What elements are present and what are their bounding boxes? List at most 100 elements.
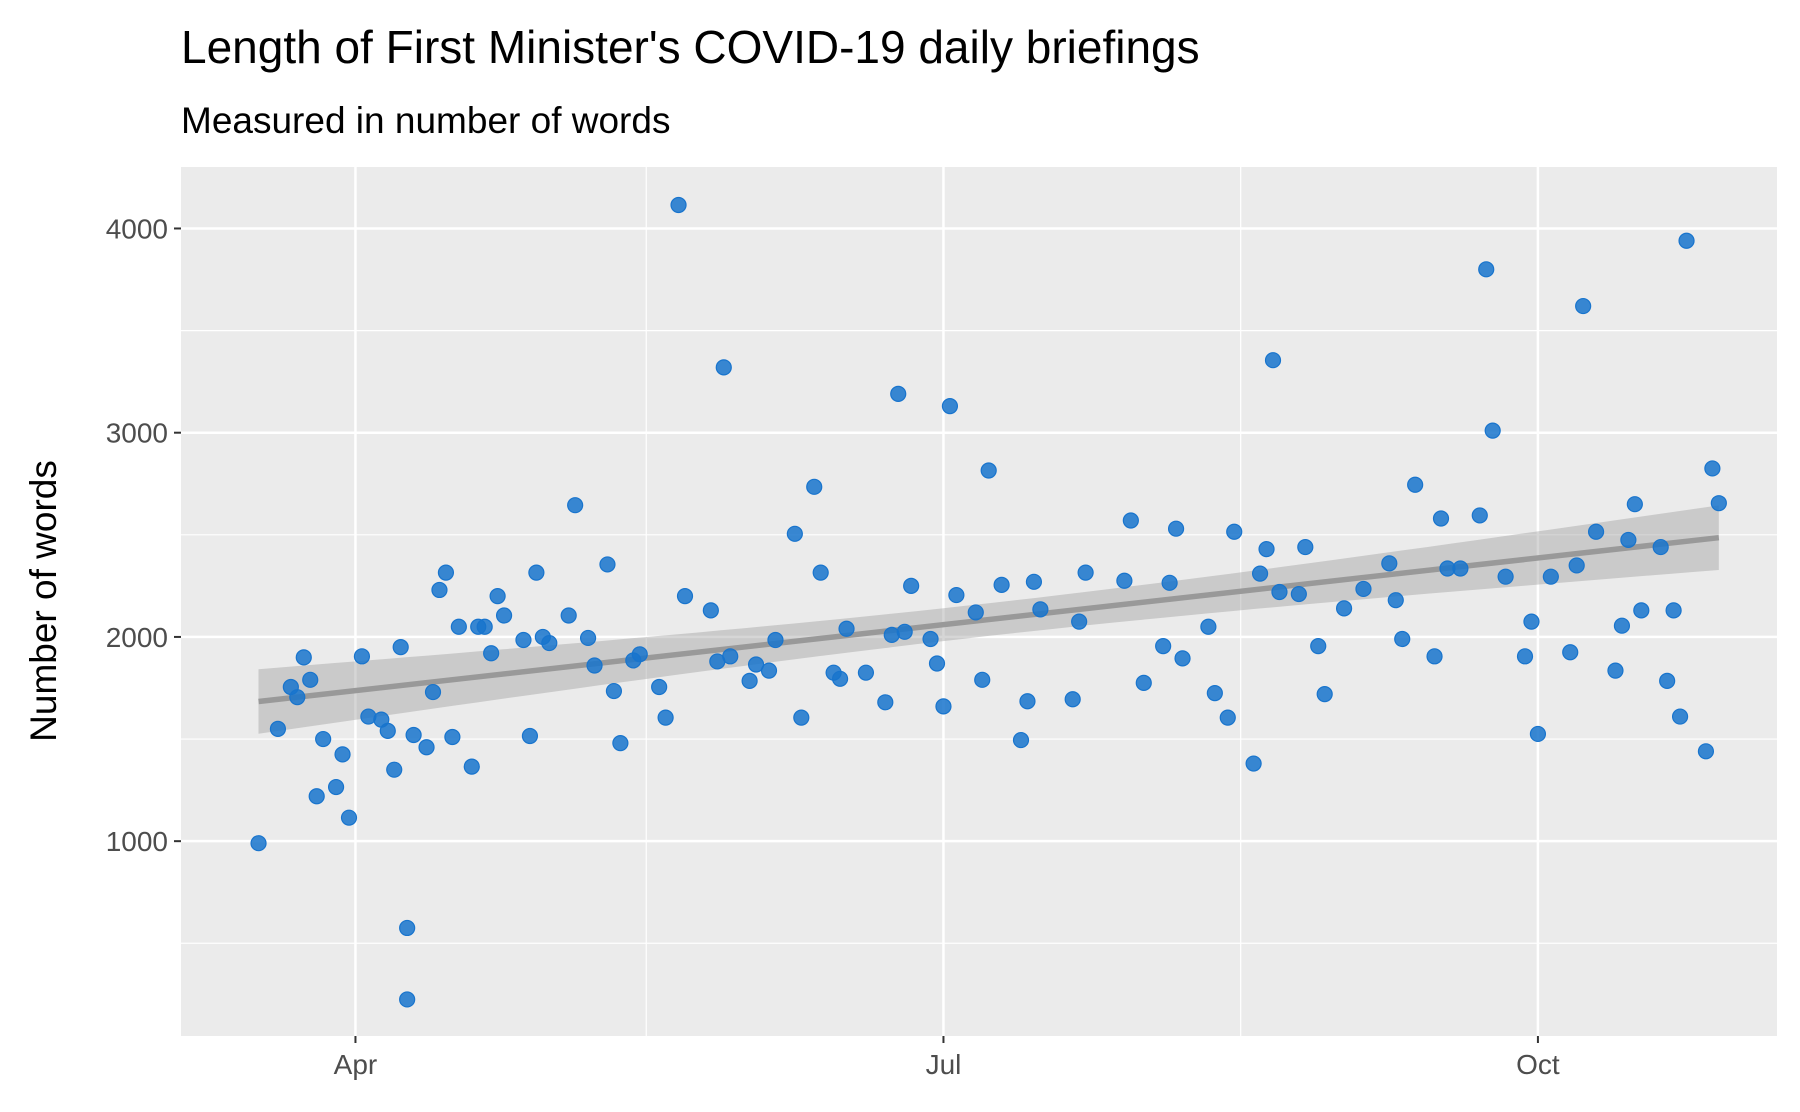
data-point <box>747 656 765 673</box>
data-point <box>1671 708 1689 725</box>
data-point <box>1200 618 1217 635</box>
data-point <box>877 694 894 711</box>
data-point <box>1032 601 1049 618</box>
data-point <box>993 576 1010 593</box>
data-point <box>676 587 694 605</box>
data-point <box>444 728 461 746</box>
data-point <box>702 602 719 619</box>
data-point <box>903 577 920 594</box>
data-point <box>1077 564 1094 581</box>
data-point <box>392 639 409 656</box>
data-point <box>1678 232 1695 249</box>
data-point <box>386 761 403 778</box>
data-point <box>896 623 913 640</box>
data-point <box>431 581 448 599</box>
data-point <box>922 630 939 648</box>
data-point <box>450 618 467 635</box>
data-point <box>838 620 855 637</box>
data-point <box>1297 538 1314 556</box>
data-point <box>327 778 345 796</box>
data-point <box>1562 644 1579 661</box>
plot-panel <box>181 167 1777 1036</box>
data-point <box>722 648 739 665</box>
data-point <box>605 682 623 700</box>
y-axis: 1000 2000 3000 4000 <box>106 213 181 857</box>
data-point <box>1665 602 1682 619</box>
y-axis-label: Number of words <box>23 460 64 742</box>
data-point <box>741 672 758 689</box>
data-point <box>1071 613 1088 630</box>
data-point <box>302 671 319 688</box>
data-point <box>612 735 629 752</box>
data-point <box>1381 555 1398 572</box>
data-point <box>1012 731 1030 749</box>
data-point <box>967 604 984 621</box>
data-point <box>806 478 823 495</box>
data-point <box>1335 600 1353 617</box>
data-point <box>948 586 965 604</box>
data-point <box>437 564 455 581</box>
data-point <box>1206 684 1223 702</box>
data-point <box>1471 507 1488 524</box>
data-point <box>1452 560 1469 577</box>
data-point <box>418 739 435 756</box>
data-points <box>250 196 1727 1008</box>
data-point <box>1355 580 1372 598</box>
data-point <box>1290 585 1307 603</box>
data-point <box>941 398 959 415</box>
data-point <box>1484 422 1501 439</box>
data-point <box>567 497 584 514</box>
data-point <box>1251 565 1269 582</box>
data-point <box>1174 650 1191 667</box>
data-point <box>1523 613 1540 630</box>
data-point <box>1704 460 1721 477</box>
data-point <box>1587 523 1605 540</box>
data-point <box>651 678 668 696</box>
data-point <box>657 709 674 726</box>
data-point <box>1155 638 1172 655</box>
data-point <box>1575 297 1592 315</box>
data-point <box>1387 592 1404 609</box>
data-point <box>560 607 577 624</box>
data-point <box>715 359 732 376</box>
data-point <box>1122 512 1139 529</box>
data-point <box>515 631 532 649</box>
data-point <box>1529 725 1547 743</box>
data-point <box>1497 568 1514 585</box>
y-tick-label: 2000 <box>106 622 168 653</box>
data-point <box>541 634 558 652</box>
data-point <box>1697 743 1715 760</box>
data-point <box>1264 352 1282 369</box>
data-point <box>353 648 371 665</box>
data-point <box>521 727 539 745</box>
chart-subtitle: Measured in number of words <box>181 100 670 141</box>
data-point <box>340 809 358 826</box>
data-point <box>250 835 267 852</box>
data-point <box>1710 495 1727 512</box>
data-point <box>1161 574 1178 591</box>
major-gridlines <box>181 167 1777 1036</box>
data-point <box>760 662 778 679</box>
data-point <box>1064 691 1081 708</box>
data-point <box>1219 709 1236 726</box>
data-point <box>463 758 480 775</box>
x-axis: Apr Jul Oct <box>334 1036 1560 1080</box>
data-point <box>1025 573 1043 590</box>
data-point <box>786 525 803 542</box>
data-point <box>528 564 545 581</box>
y-tick-label: 1000 <box>106 826 168 857</box>
data-point <box>670 196 687 214</box>
data-point <box>1226 523 1243 540</box>
data-point <box>489 587 506 605</box>
data-point <box>980 462 997 479</box>
data-point <box>1394 630 1411 648</box>
regression-line <box>258 534 1720 705</box>
data-point <box>928 655 946 672</box>
data-point <box>424 683 442 701</box>
data-point <box>1167 520 1185 537</box>
data-point <box>974 671 991 688</box>
data-point <box>599 556 616 573</box>
data-point <box>1613 617 1631 634</box>
y-tick-label: 3000 <box>106 418 168 449</box>
